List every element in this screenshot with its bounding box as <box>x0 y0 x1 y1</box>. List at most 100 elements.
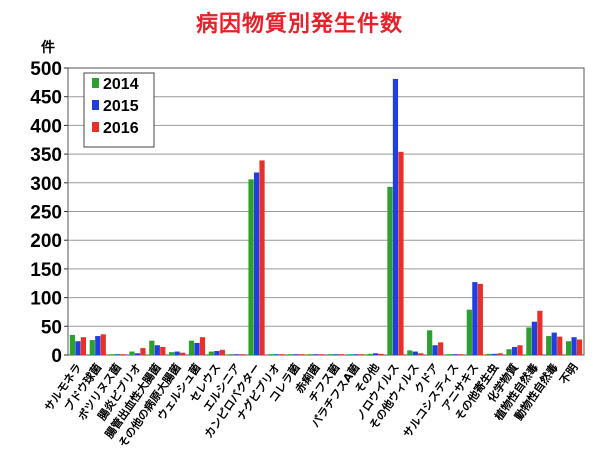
bar-2015-5 <box>174 351 180 355</box>
bar-2014-24 <box>546 336 552 355</box>
y-tick-label: 50 <box>41 317 62 338</box>
bar-2015-12 <box>313 354 319 355</box>
legend-swatch-2014 <box>92 78 99 88</box>
legend-swatch-2016 <box>92 122 99 132</box>
bar-2016-24 <box>557 336 563 355</box>
y-axis-unit-label: 件 <box>41 39 55 56</box>
bar-2014-6 <box>188 340 195 355</box>
bar-2014-15 <box>367 353 373 355</box>
bar-2016-6 <box>199 337 206 355</box>
bar-2014-18 <box>427 330 433 355</box>
y-tick-label: 250 <box>30 203 62 224</box>
bar-2016-14 <box>358 354 364 355</box>
bar-2016-0 <box>80 337 87 355</box>
bar-2016-12 <box>318 354 325 355</box>
legend-label-2014: 2014 <box>103 76 139 93</box>
bar-2014-23 <box>526 327 532 355</box>
bar-2014-2 <box>109 354 115 355</box>
bar-2014-13 <box>327 354 334 355</box>
bar-2016-20 <box>477 283 483 355</box>
bar-2016-15 <box>378 353 384 355</box>
bar-2015-20 <box>472 282 478 355</box>
y-tick-label: 450 <box>30 88 62 109</box>
bar-2014-0 <box>69 334 76 355</box>
bar-2015-4 <box>154 345 160 355</box>
bar-2014-8 <box>228 354 234 355</box>
bar-2016-25 <box>576 339 583 355</box>
y-tick-label: 0 <box>51 346 62 367</box>
y-tick-label: 200 <box>30 231 62 252</box>
bar-2015-21 <box>492 353 498 355</box>
y-tick-label: 300 <box>30 174 62 195</box>
bar-2015-15 <box>373 353 379 355</box>
bar-2016-2 <box>120 354 126 355</box>
bar-2016-4 <box>160 346 166 355</box>
bar-2014-17 <box>407 350 413 355</box>
bar-2014-7 <box>208 351 214 355</box>
bar-2015-7 <box>214 350 220 355</box>
bar-2015-14 <box>353 354 359 355</box>
legend-label-2015: 2015 <box>103 98 139 115</box>
bar-2015-11 <box>293 354 299 355</box>
bar-2015-6 <box>194 342 200 355</box>
bar-2014-19 <box>446 354 453 355</box>
y-tick-label: 350 <box>30 145 62 166</box>
bar-2014-20 <box>466 309 472 355</box>
bar-2015-18 <box>432 345 438 355</box>
bar-2015-25 <box>571 337 577 355</box>
bar-2015-3 <box>134 353 141 355</box>
y-tick-label: 400 <box>30 116 62 137</box>
bar-2014-3 <box>129 351 135 355</box>
bar-2016-11 <box>299 354 305 355</box>
bar-2016-9 <box>259 160 265 355</box>
category-label: 不明 <box>557 361 580 386</box>
bar-2016-10 <box>279 354 285 355</box>
bar-2014-11 <box>288 354 294 355</box>
bar-2014-14 <box>347 354 353 355</box>
bar-2014-22 <box>506 349 512 355</box>
bar-2014-12 <box>307 354 314 355</box>
bar-2015-9 <box>253 172 260 355</box>
bar-2016-21 <box>497 353 503 355</box>
bar-2015-10 <box>273 354 279 355</box>
y-tick-label: 100 <box>30 289 62 310</box>
bar-2014-21 <box>486 353 492 355</box>
bar-2016-1 <box>100 334 106 355</box>
bar-2015-0 <box>75 341 81 355</box>
y-tick-label: 150 <box>30 260 62 281</box>
legend-swatch-2015 <box>92 100 99 110</box>
bar-2014-25 <box>565 341 572 355</box>
bar-2014-5 <box>169 352 175 355</box>
bar-2015-19 <box>452 354 458 355</box>
bar-2016-7 <box>219 349 225 355</box>
bar-2014-16 <box>387 186 393 355</box>
bar-2015-22 <box>511 346 518 355</box>
bar-2016-18 <box>438 342 444 355</box>
bar-2015-1 <box>95 336 101 355</box>
bar-2016-8 <box>239 354 245 355</box>
bar-2016-3 <box>140 348 146 355</box>
bar-2016-17 <box>418 353 424 355</box>
bar-2015-8 <box>234 354 240 355</box>
bar-2014-1 <box>89 340 95 355</box>
bar-2014-10 <box>268 354 274 355</box>
bar-2015-24 <box>551 332 557 355</box>
bar-2016-19 <box>457 354 464 355</box>
bar-2016-23 <box>537 310 543 355</box>
bar-2016-13 <box>338 354 345 355</box>
bar-2016-5 <box>180 352 186 355</box>
bar-2015-17 <box>412 351 418 355</box>
y-tick-label: 500 <box>30 59 62 80</box>
bar-2015-2 <box>115 354 121 355</box>
bar-2016-22 <box>517 345 523 355</box>
bar-2015-23 <box>531 321 537 355</box>
bar-2014-9 <box>248 179 254 355</box>
chart-title: 病因物質別発生件数 <box>195 12 403 37</box>
bar-2014-4 <box>149 340 155 355</box>
bar-2015-13 <box>333 354 339 355</box>
bar-2016-16 <box>398 151 404 355</box>
legend-label-2016: 2016 <box>103 120 139 137</box>
bar-2015-16 <box>392 78 399 355</box>
